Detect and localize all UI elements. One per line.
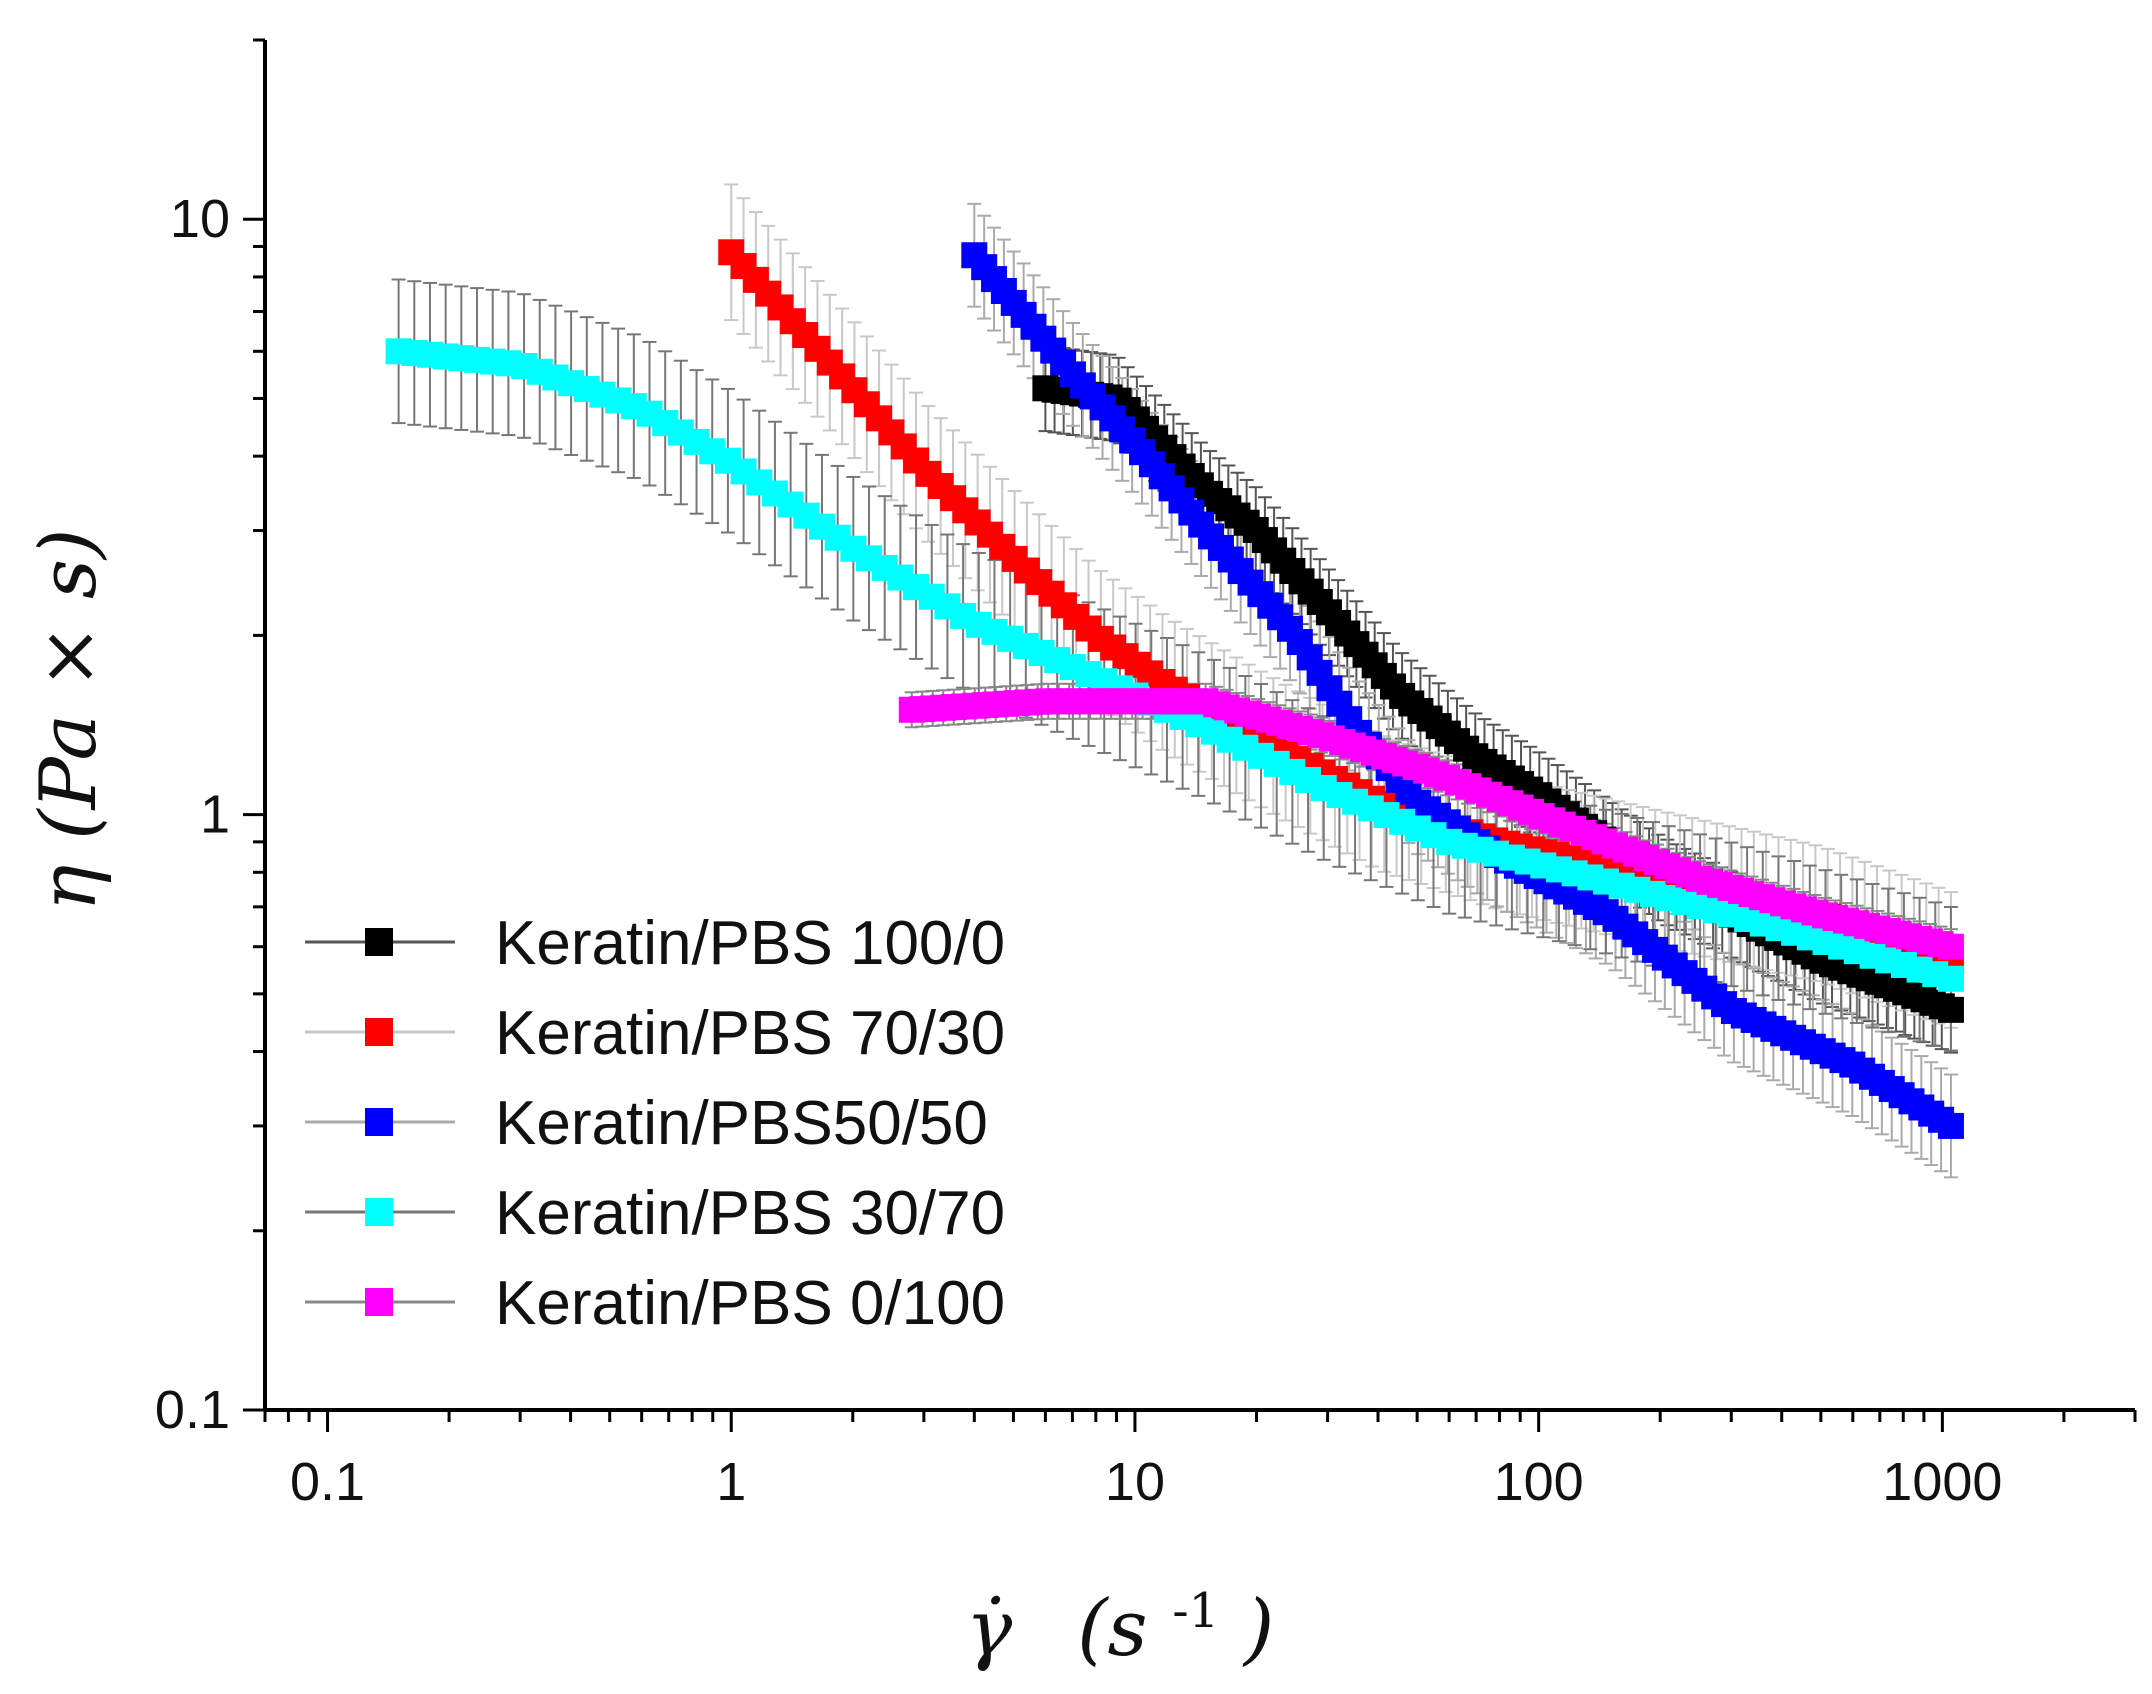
legend-label: Keratin/PBS 70/30	[495, 999, 1005, 1068]
x-axis-unit-open: (s	[1077, 1584, 1147, 1674]
x-tick-label: 10	[1105, 1452, 1165, 1512]
legend-label: Keratin/PBS 0/100	[495, 1269, 1005, 1338]
legend: Keratin/PBS 100/0 Keratin/PBS 70/30 Kerati…	[305, 909, 1005, 1338]
legend-label: Keratin/PBS 100/0	[495, 909, 1005, 978]
legend-label: Keratin/PBS50/50	[495, 1089, 988, 1158]
x-axis-unit-close: )	[1242, 1584, 1274, 1674]
legend-marker	[365, 1018, 393, 1046]
y-axis-title: η (Pa × s)	[24, 529, 114, 912]
x-axis-unit-exp: -1	[1172, 1583, 1219, 1639]
axes: 0.1 1 10 100 1000 0.1 1 10	[155, 38, 2137, 1512]
y-tick-label: 0.1	[155, 1380, 230, 1440]
legend-label: Keratin/PBS 30/70	[495, 1179, 1005, 1248]
legend-marker	[365, 1108, 393, 1136]
legend-marker	[365, 1288, 393, 1316]
x-tick-label: 0.1	[290, 1452, 365, 1512]
x-axis-title: γ̇ (s -1 )	[966, 1556, 1275, 1674]
x-axis-symbol: γ̇	[966, 1584, 1013, 1674]
legend-marker	[365, 1198, 393, 1226]
x-tick-label: 1000	[1882, 1452, 2002, 1512]
y-tick-label: 1	[200, 785, 230, 845]
x-tick-label: 100	[1494, 1452, 1584, 1512]
x-tick-label: 1	[716, 1452, 746, 1512]
data-markers	[385, 239, 1964, 1139]
legend-marker	[365, 928, 393, 956]
data-point	[1937, 1112, 1964, 1139]
data-point	[1937, 996, 1964, 1023]
data-point	[1937, 933, 1964, 960]
y-tick-label: 10	[170, 189, 230, 249]
data-point	[1937, 965, 1964, 992]
